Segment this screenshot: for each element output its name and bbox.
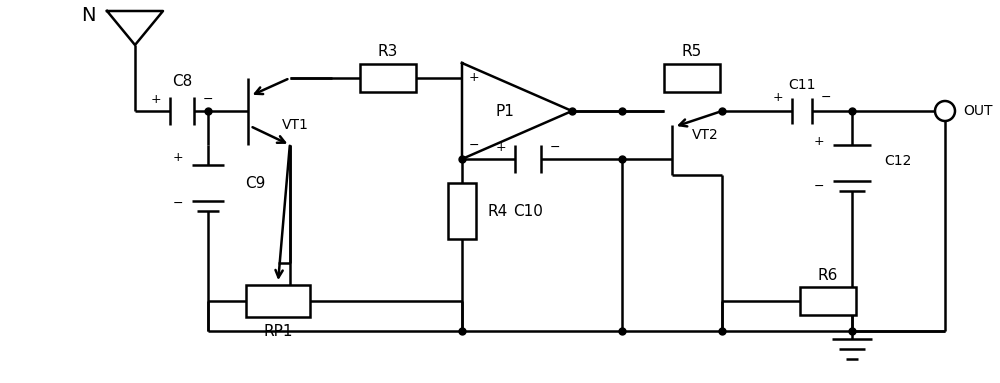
Text: C8: C8 <box>172 74 192 88</box>
Text: R3: R3 <box>378 44 398 59</box>
Text: P1: P1 <box>496 103 514 118</box>
Bar <box>246 285 310 317</box>
Text: +: + <box>469 70 479 83</box>
Text: C10: C10 <box>513 203 543 218</box>
Bar <box>360 64 416 92</box>
Text: OUT: OUT <box>963 104 992 118</box>
Text: +: + <box>173 151 183 164</box>
Text: VT2: VT2 <box>692 128 718 142</box>
Text: +: + <box>496 141 506 154</box>
Bar <box>448 183 476 239</box>
Text: C12: C12 <box>884 154 912 168</box>
Text: −: − <box>469 139 479 152</box>
Text: −: − <box>821 90 831 103</box>
Text: VT1: VT1 <box>282 118 308 132</box>
Text: −: − <box>203 93 213 105</box>
Text: +: + <box>151 93 161 105</box>
Text: −: − <box>550 141 560 154</box>
Bar <box>664 64 720 92</box>
Text: RP1: RP1 <box>263 324 293 339</box>
Text: R4: R4 <box>488 203 508 218</box>
Text: C11: C11 <box>788 78 816 92</box>
Text: C9: C9 <box>245 175 265 190</box>
Bar <box>800 287 856 315</box>
Text: +: + <box>773 90 783 103</box>
Text: R5: R5 <box>682 44 702 59</box>
Text: R6: R6 <box>818 267 838 283</box>
Text: N: N <box>81 5 95 25</box>
Text: −: − <box>814 180 824 193</box>
Text: +: + <box>814 134 824 147</box>
Text: −: − <box>173 196 183 210</box>
